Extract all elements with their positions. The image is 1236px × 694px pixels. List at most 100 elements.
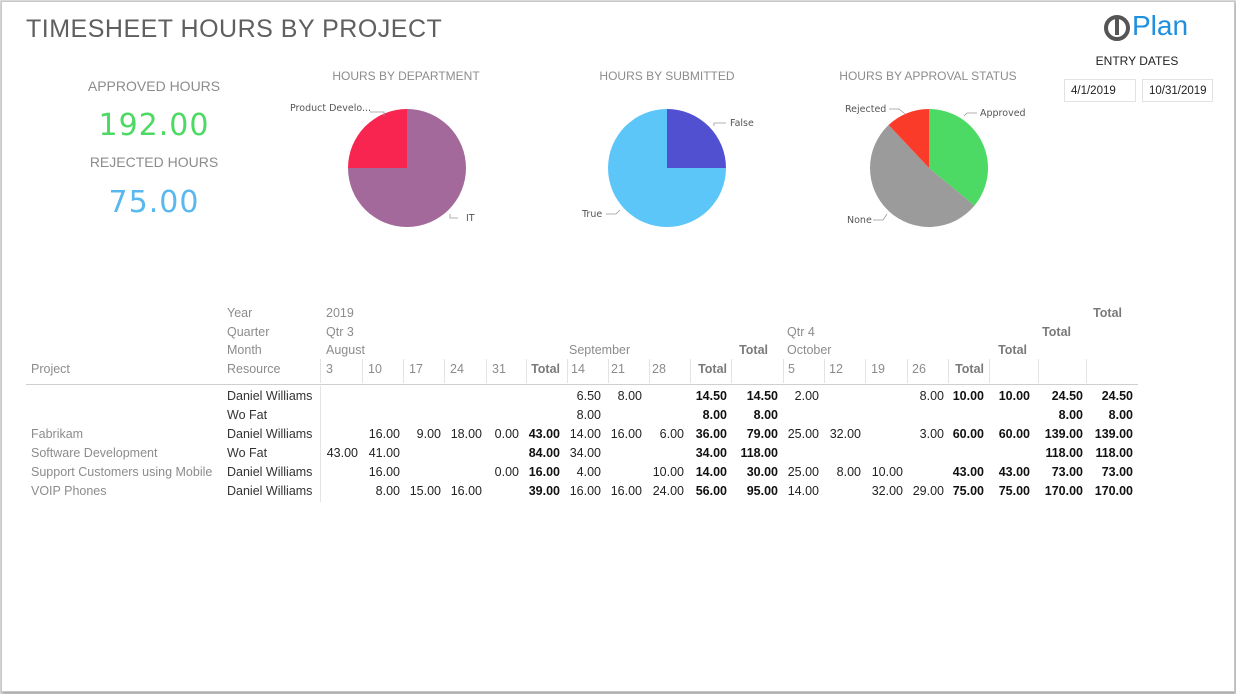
column-separator <box>824 359 825 383</box>
matrix-cell: 4.00 <box>576 465 601 479</box>
column-separator <box>690 359 691 383</box>
day-header-24: 24 <box>450 362 464 376</box>
year-total-header: Total <box>1042 325 1071 339</box>
matrix-cell: 0.00 <box>494 465 519 479</box>
oneplan-logo-icon <box>1104 15 1130 41</box>
qtr3-total-header: Total <box>739 343 768 357</box>
department-pie-chart[interactable]: Product Develo... IT <box>272 90 522 240</box>
matrix-cell: 34.00 <box>695 446 727 460</box>
matrix-cell: 73.00 <box>1101 465 1133 479</box>
matrix-cell: 16.00 <box>610 484 642 498</box>
matrix-cell: 79.00 <box>746 427 778 441</box>
matrix-cell: 73.00 <box>1051 465 1083 479</box>
matrix-cell: 15.00 <box>409 484 441 498</box>
matrix-cell: 56.00 <box>695 484 727 498</box>
matrix-cell: 24.00 <box>652 484 684 498</box>
pie-slice-false[interactable] <box>667 109 726 168</box>
pie-label-false: False <box>730 118 754 129</box>
day-header-31: 31 <box>492 362 506 376</box>
day-header-19: 19 <box>871 362 885 376</box>
matrix-cell: 170.00 <box>1044 484 1083 498</box>
matrix-cell: 75.00 <box>952 484 984 498</box>
matrix-cell: 16.00 <box>450 484 482 498</box>
matrix-cell: 43.00 <box>326 446 358 460</box>
column-separator <box>403 359 404 383</box>
matrix-cell: 10.00 <box>871 465 903 479</box>
logo-text: Plan <box>1132 10 1189 41</box>
september-header: September <box>569 343 631 357</box>
year-2019-header: 2019 <box>326 306 354 320</box>
resource-label: Wo Fat <box>227 446 268 460</box>
column-separator <box>362 359 363 383</box>
matrix-cell: 41.00 <box>368 446 400 460</box>
matrix-cell: 10.00 <box>652 465 684 479</box>
matrix-cell: 16.00 <box>610 427 642 441</box>
qtr3-header: Qtr 3 <box>326 325 354 339</box>
matrix-cell: 34.00 <box>569 446 601 460</box>
matrix-cell: 3.00 <box>919 427 944 441</box>
october-total-header: Total <box>955 362 984 376</box>
matrix-cell: 8.00 <box>919 389 944 403</box>
day-header-3: 3 <box>326 362 333 376</box>
pie-leader-line <box>889 108 906 115</box>
pie-slice-product-develo[interactable] <box>348 109 407 168</box>
resource-label: Daniel Williams <box>227 484 313 498</box>
start-date-input[interactable]: 4/1/2019 <box>1064 79 1136 102</box>
column-separator <box>320 359 321 383</box>
pie-leader-line <box>370 111 385 116</box>
matrix-cell: 10.00 <box>952 389 984 403</box>
matrix-cell: 39.00 <box>528 484 560 498</box>
qtr4-total-header: Total <box>998 343 1027 357</box>
matrix-cell: 60.00 <box>998 427 1030 441</box>
column-separator <box>444 359 445 383</box>
column-separator <box>486 359 487 383</box>
pie-slice-it[interactable] <box>348 109 466 227</box>
pie-slice-none[interactable] <box>870 124 975 228</box>
matrix-cell: 32.00 <box>871 484 903 498</box>
matrix-cell: 14.00 <box>787 484 819 498</box>
matrix-cell: 25.00 <box>787 465 819 479</box>
matrix-cell: 14.00 <box>695 465 727 479</box>
submitted-chart-title: HOURS BY SUBMITTED <box>599 69 735 83</box>
matrix-resource-label: Resource <box>227 362 281 376</box>
rejected-hours-label: REJECTED HOURS <box>89 154 219 170</box>
column-separator <box>989 359 990 383</box>
column-separator <box>731 359 732 383</box>
matrix-cell: 8.00 <box>576 408 601 422</box>
matrix-cell: 8.00 <box>753 408 778 422</box>
matrix-cell: 10.00 <box>998 389 1030 403</box>
pie-slice-rejected[interactable] <box>888 109 929 168</box>
pie-slice-approved[interactable] <box>929 109 988 206</box>
august-header: August <box>326 343 365 357</box>
matrix-cell: 30.00 <box>746 465 778 479</box>
matrix-cell: 118.00 <box>1045 446 1083 460</box>
matrix-cell: 170.00 <box>1094 484 1133 498</box>
matrix-cell: 14.50 <box>746 389 778 403</box>
matrix-cell: 8.00 <box>836 465 861 479</box>
approval-pie-chart[interactable]: Approved None Rejected <box>827 90 1047 240</box>
pie-leader-line <box>606 209 621 215</box>
pie-label-true: True <box>581 209 602 220</box>
matrix-cell: 24.50 <box>1051 389 1083 403</box>
pie-label-rejected: Rejected <box>845 104 886 115</box>
matrix-cell: 8.00 <box>1058 408 1083 422</box>
pie-leader-line <box>873 213 888 221</box>
matrix-cell: 6.50 <box>576 389 601 403</box>
resource-label: Daniel Williams <box>227 465 313 479</box>
matrix-project-label: Project <box>31 362 70 376</box>
matrix-year-label: Year <box>227 306 253 320</box>
column-separator <box>783 359 784 383</box>
resource-label: Wo Fat <box>227 408 268 422</box>
qtr4-header: Qtr 4 <box>787 325 815 339</box>
matrix-cell: 8.00 <box>617 389 642 403</box>
matrix-cell: 9.00 <box>416 427 441 441</box>
submitted-pie-chart[interactable]: False True <box>562 90 782 240</box>
september-total-header: Total <box>698 362 727 376</box>
pie-slice-true[interactable] <box>608 109 726 227</box>
matrix-cell: 16.00 <box>368 427 400 441</box>
end-date-input[interactable]: 10/31/2019 <box>1142 79 1213 102</box>
day-header-12: 12 <box>829 362 843 376</box>
day-header-10: 10 <box>368 362 382 376</box>
matrix-cell: 75.00 <box>998 484 1030 498</box>
project-label: Support Customers using Mobile <box>31 465 213 479</box>
